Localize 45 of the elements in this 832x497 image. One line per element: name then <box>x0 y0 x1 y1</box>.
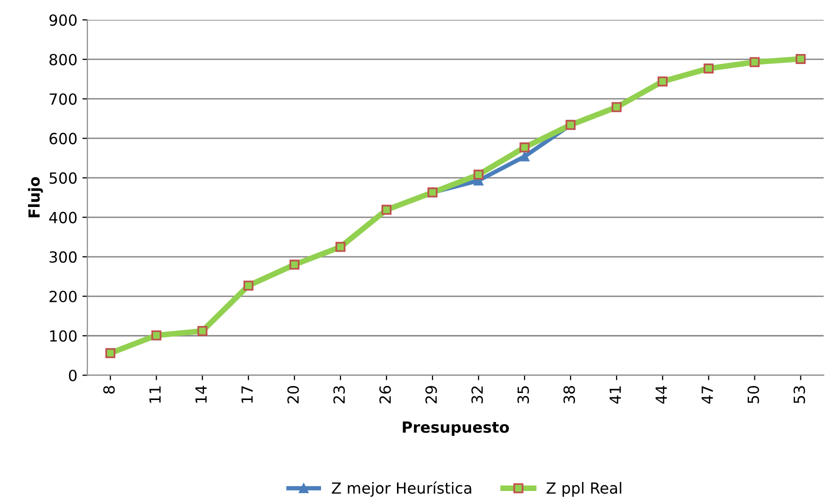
y-tick-label: 100 <box>50 330 77 342</box>
x-tick-label: 20 <box>287 386 299 404</box>
point <box>243 280 254 291</box>
x-tick-label: 29 <box>425 386 437 404</box>
x-tick-label: 17 <box>242 386 253 403</box>
point <box>335 242 346 252</box>
point <box>381 204 392 215</box>
x-tick-label: 50 <box>748 386 760 404</box>
y-tick-label: 800 <box>50 54 77 66</box>
point <box>520 152 530 162</box>
x-tick-label: 32 <box>471 386 483 404</box>
point <box>796 54 806 64</box>
y-tick-label: 200 <box>50 290 77 302</box>
x-tick-label: 35 <box>517 386 529 404</box>
point <box>520 142 530 152</box>
point <box>474 170 484 180</box>
point <box>151 330 162 340</box>
x-tick-label: 11 <box>149 386 161 403</box>
x-tick-label: 26 <box>379 386 391 404</box>
point <box>704 63 714 74</box>
y-axis-title: Flujo <box>28 177 43 218</box>
x-tick-label: 23 <box>333 386 345 404</box>
x-tick-label: 47 <box>702 386 713 404</box>
x-axis-title: Presupuesto <box>402 422 509 436</box>
y-tick-label: 700 <box>50 93 77 105</box>
y-tick-label: 400 <box>49 212 77 224</box>
x-tick-label: 38 <box>563 386 576 404</box>
y-tick-label: 900 <box>49 14 77 26</box>
y-tick-label: 500 <box>50 172 77 184</box>
point <box>750 57 760 68</box>
x-tick-label: 41 <box>610 386 621 404</box>
legend-label: Z mejor Heurística <box>332 481 472 497</box>
x-tick-label: 53 <box>794 386 806 404</box>
y-tick-label: 0 <box>68 370 77 382</box>
point <box>658 76 668 86</box>
point <box>197 326 208 336</box>
legend-label: Z ppl Real <box>546 482 622 497</box>
y-tick-label: 300 <box>50 251 77 263</box>
x-tick-label: 44 <box>656 386 667 404</box>
point <box>105 348 116 358</box>
y-tick-label: 600 <box>50 132 77 144</box>
point <box>612 102 622 112</box>
point <box>289 260 300 270</box>
x-tick-label: 8 <box>103 386 115 394</box>
x-tick-label: 14 <box>195 386 207 403</box>
